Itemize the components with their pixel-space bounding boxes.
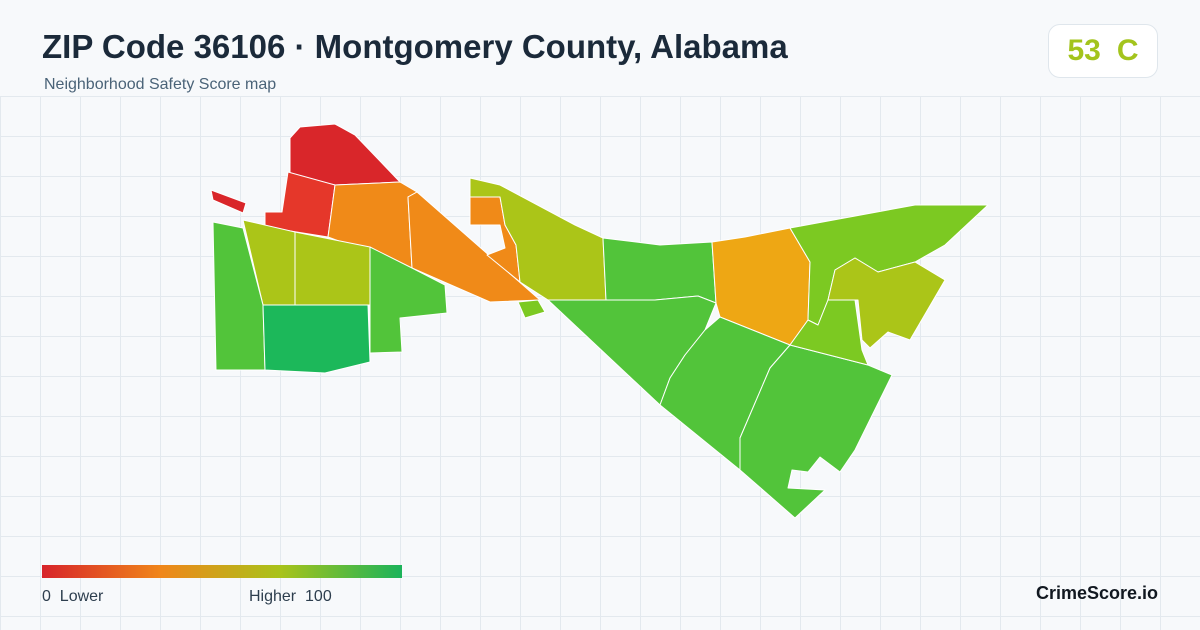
legend-gradient-bar: [42, 565, 402, 578]
map-region[interactable]: [369, 246, 448, 354]
map-region[interactable]: [739, 344, 893, 519]
map-region[interactable]: [262, 304, 371, 374]
map-region[interactable]: [827, 257, 946, 349]
map-region[interactable]: [517, 299, 546, 319]
score-value: 53: [1067, 34, 1101, 67]
legend-low-label: 0 Lower: [42, 588, 104, 605]
map-region[interactable]: [789, 299, 869, 366]
score-grade: C: [1116, 34, 1139, 67]
map-region[interactable]: [602, 237, 717, 304]
page-title: ZIP Code 36106 · Montgomery County, Alab…: [42, 28, 788, 65]
map-region[interactable]: [469, 177, 607, 301]
legend-high-label: Higher 100: [249, 588, 332, 605]
map-region[interactable]: [210, 189, 247, 214]
map-region[interactable]: [289, 123, 401, 186]
page-subtitle: Neighborhood Safety Score map: [44, 76, 277, 93]
map-region[interactable]: [407, 191, 541, 303]
brand-logo-text: CrimeScore.io: [1035, 583, 1158, 603]
score-badge: 53 C: [1048, 24, 1158, 78]
map-grid-background: [0, 96, 1200, 630]
